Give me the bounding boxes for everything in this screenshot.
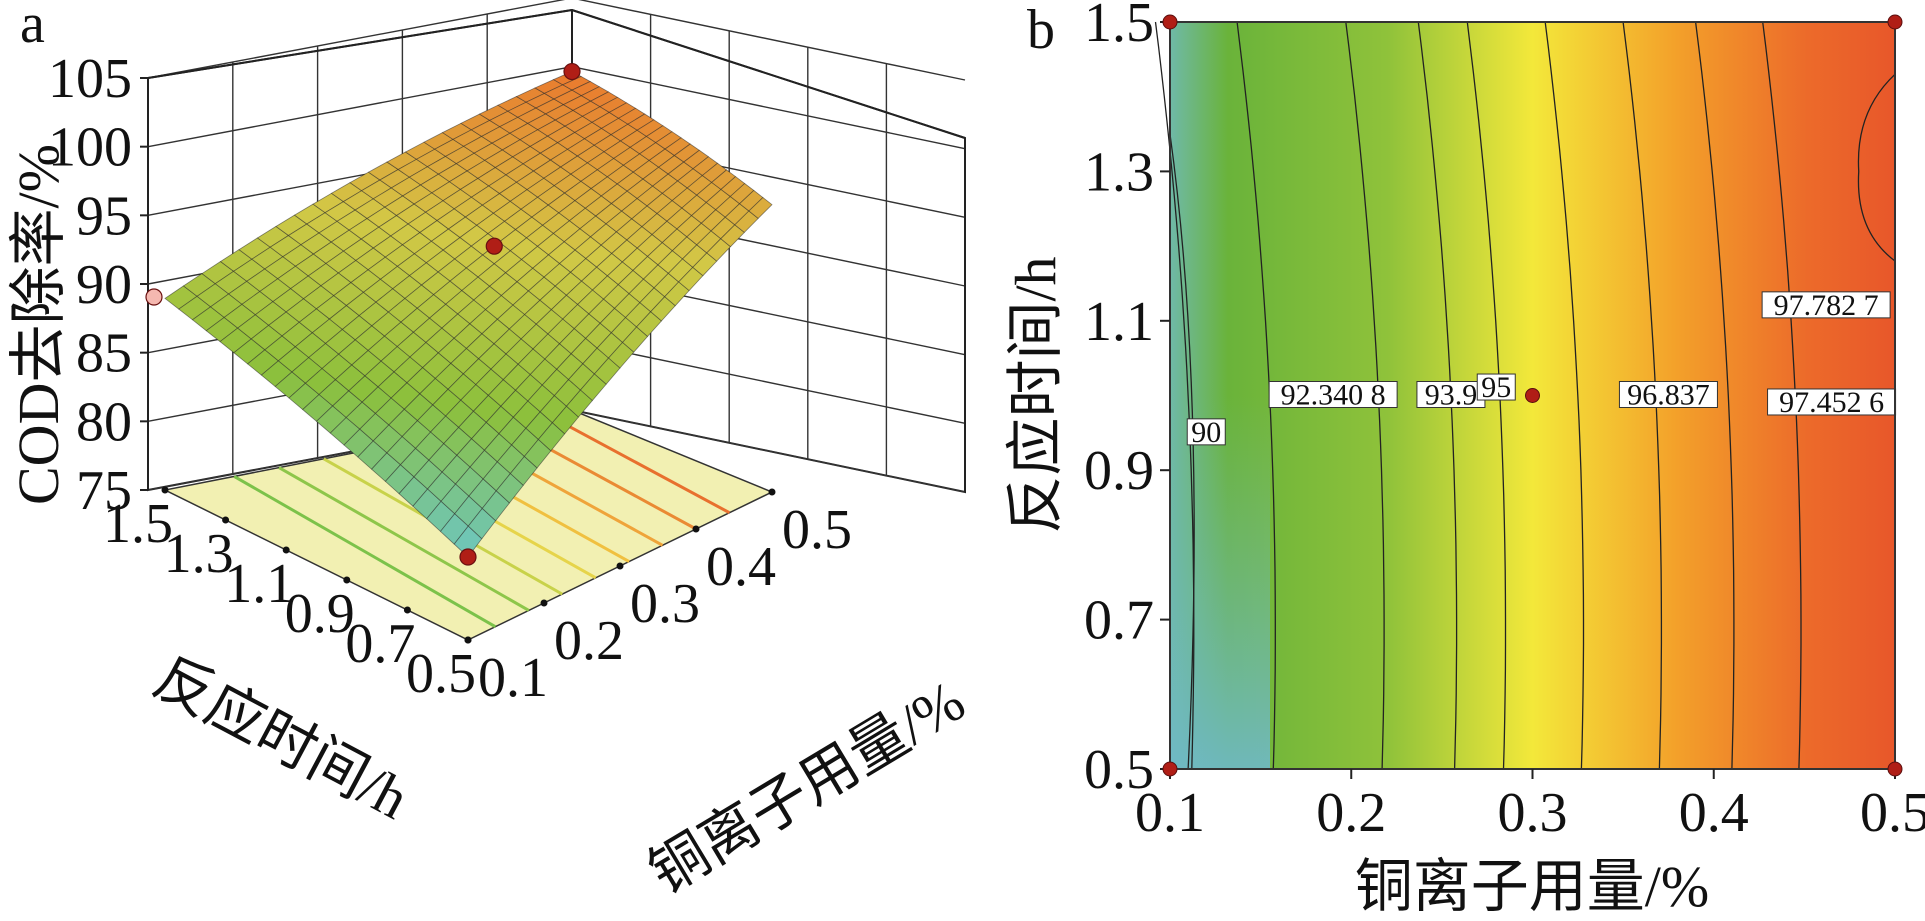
design-point (459, 548, 477, 566)
panel-b-letter: b (1027, 0, 1055, 61)
panel-b-y-ticks: 1.5 1.3 1.1 0.9 0.7 0.5 (1084, 0, 1170, 801)
contour-label: 96.837 (1627, 379, 1710, 412)
x-tick-mark (616, 562, 624, 570)
contour-label-box (1476, 373, 1516, 401)
z-tick-label: 75 (76, 460, 132, 522)
design-point (1887, 761, 1903, 777)
z-tick-label: 80 (76, 391, 132, 453)
panel-a-z-label: COD去除率/% (6, 144, 71, 505)
contour-fill-left (1170, 22, 1270, 769)
y-tick-label: 0.5 (1084, 739, 1154, 801)
panel-b-contour-labels: 90 92.340 8 93.9 95 96.837 97.452 6 97.782 7 (1186, 289, 1897, 449)
z-tick-label: 100 (48, 117, 132, 179)
wall-grid-line (571, 65, 966, 150)
y-tick-label: 0.7 (1084, 590, 1154, 652)
contour-label: 97.782 7 (1774, 289, 1879, 322)
y-tick-label: 1.3 (164, 523, 234, 585)
panel-a-x-label: 铜离子用量/% (638, 668, 975, 906)
y-tick-mark (403, 606, 411, 614)
z-tick-label: 105 (48, 48, 132, 110)
design-point (1162, 761, 1178, 777)
design-point (1887, 14, 1903, 30)
contour-label: 90 (1191, 416, 1221, 449)
y-tick-label: 1.1 (1084, 291, 1154, 353)
contour-line (1694, 21, 1735, 770)
y-tick-label: 1.3 (1084, 141, 1154, 203)
panel-a-y-ticks: 1.51.31.10.90.70.5 (103, 486, 476, 705)
panel-a-x-ticks: 0.10.20.30.40.5 (464, 488, 852, 709)
design-point (485, 237, 503, 255)
y-tick-label: 0.9 (285, 583, 355, 645)
wall-grid-line (147, 0, 566, 79)
contour-label: 92.340 8 (1281, 379, 1386, 412)
design-point (1525, 388, 1540, 403)
x-tick-mark (692, 525, 700, 533)
contour-label-box (1761, 291, 1891, 319)
panel-b-y-label: 反应时间/h (1003, 256, 1068, 533)
surface-cell (748, 196, 773, 219)
x-tick-mark (540, 599, 548, 607)
y-tick-label: 1.1 (224, 553, 294, 615)
y-tick-mark (343, 576, 351, 584)
z-tick-label: 85 (76, 323, 132, 385)
x-tick-label: 0.2 (554, 610, 624, 672)
y-tick-label: 0.5 (406, 643, 476, 705)
base-contour-line (546, 413, 731, 515)
z-tick-label: 90 (76, 254, 132, 316)
contour-label: 95 (1481, 371, 1511, 404)
y-tick-label: 1.5 (1084, 0, 1154, 54)
design-point (563, 62, 581, 81)
panel-a-design-points (145, 62, 581, 566)
base-contour-line (278, 466, 530, 612)
contour-label-box (1268, 381, 1398, 408)
x-tick-mark (464, 636, 472, 644)
y-tick-label: 0.9 (1084, 440, 1154, 502)
panel-b-contour-plot: b 90 92.340 8 93.9 95 96.837 97.452 6 97.782 7… (1003, 0, 1925, 919)
contour-label: 93.9 (1425, 379, 1478, 412)
x-tick-label: 0.2 (1316, 782, 1386, 844)
base-contour-line (233, 475, 497, 628)
y-tick-mark (161, 486, 169, 494)
x-tick-label: 0.3 (1498, 782, 1568, 844)
wall-top-edge (147, 9, 573, 79)
wall-grid-line (571, 340, 966, 425)
panel-b-x-ticks: 0.1 0.2 0.3 0.4 0.5 (1135, 769, 1925, 844)
wall-top-edge (571, 9, 966, 139)
contour-line (1857, 73, 1896, 262)
z-tick-label: 95 (76, 185, 132, 247)
y-tick-mark (282, 546, 290, 554)
contour-label-box (1186, 418, 1226, 446)
contour-label-box (1618, 381, 1718, 408)
panel-a-letter: a (20, 0, 45, 55)
x-tick-label: 0.3 (630, 573, 700, 635)
y-tick-label: 1.5 (103, 493, 173, 555)
panel-a-surface-mesh (164, 71, 773, 558)
x-tick-label: 0.1 (478, 647, 548, 709)
contour-label: 97.452 6 (1779, 386, 1884, 419)
y-tick-mark (222, 516, 230, 524)
x-tick-label: 0.4 (1679, 782, 1749, 844)
contour-label-box (1767, 388, 1897, 416)
wall-grid-line (578, 0, 966, 81)
x-tick-label: 0.4 (706, 536, 776, 598)
panel-b-x-label: 铜离子用量/% (1355, 854, 1709, 919)
x-tick-mark (768, 488, 776, 496)
x-tick-label: 0.5 (782, 499, 852, 561)
x-tick-label: 0.5 (1860, 782, 1925, 844)
panel-b-design-points (1162, 14, 1903, 777)
y-tick-label: 0.7 (345, 613, 415, 675)
contour-line (1544, 21, 1585, 770)
design-point (145, 288, 163, 306)
design-point (1162, 14, 1178, 30)
x-tick-label: 0.1 (1135, 782, 1205, 844)
wall-grid-line (147, 65, 573, 148)
wall-grid-line (571, 409, 966, 493)
contour-label-box (1416, 381, 1486, 408)
